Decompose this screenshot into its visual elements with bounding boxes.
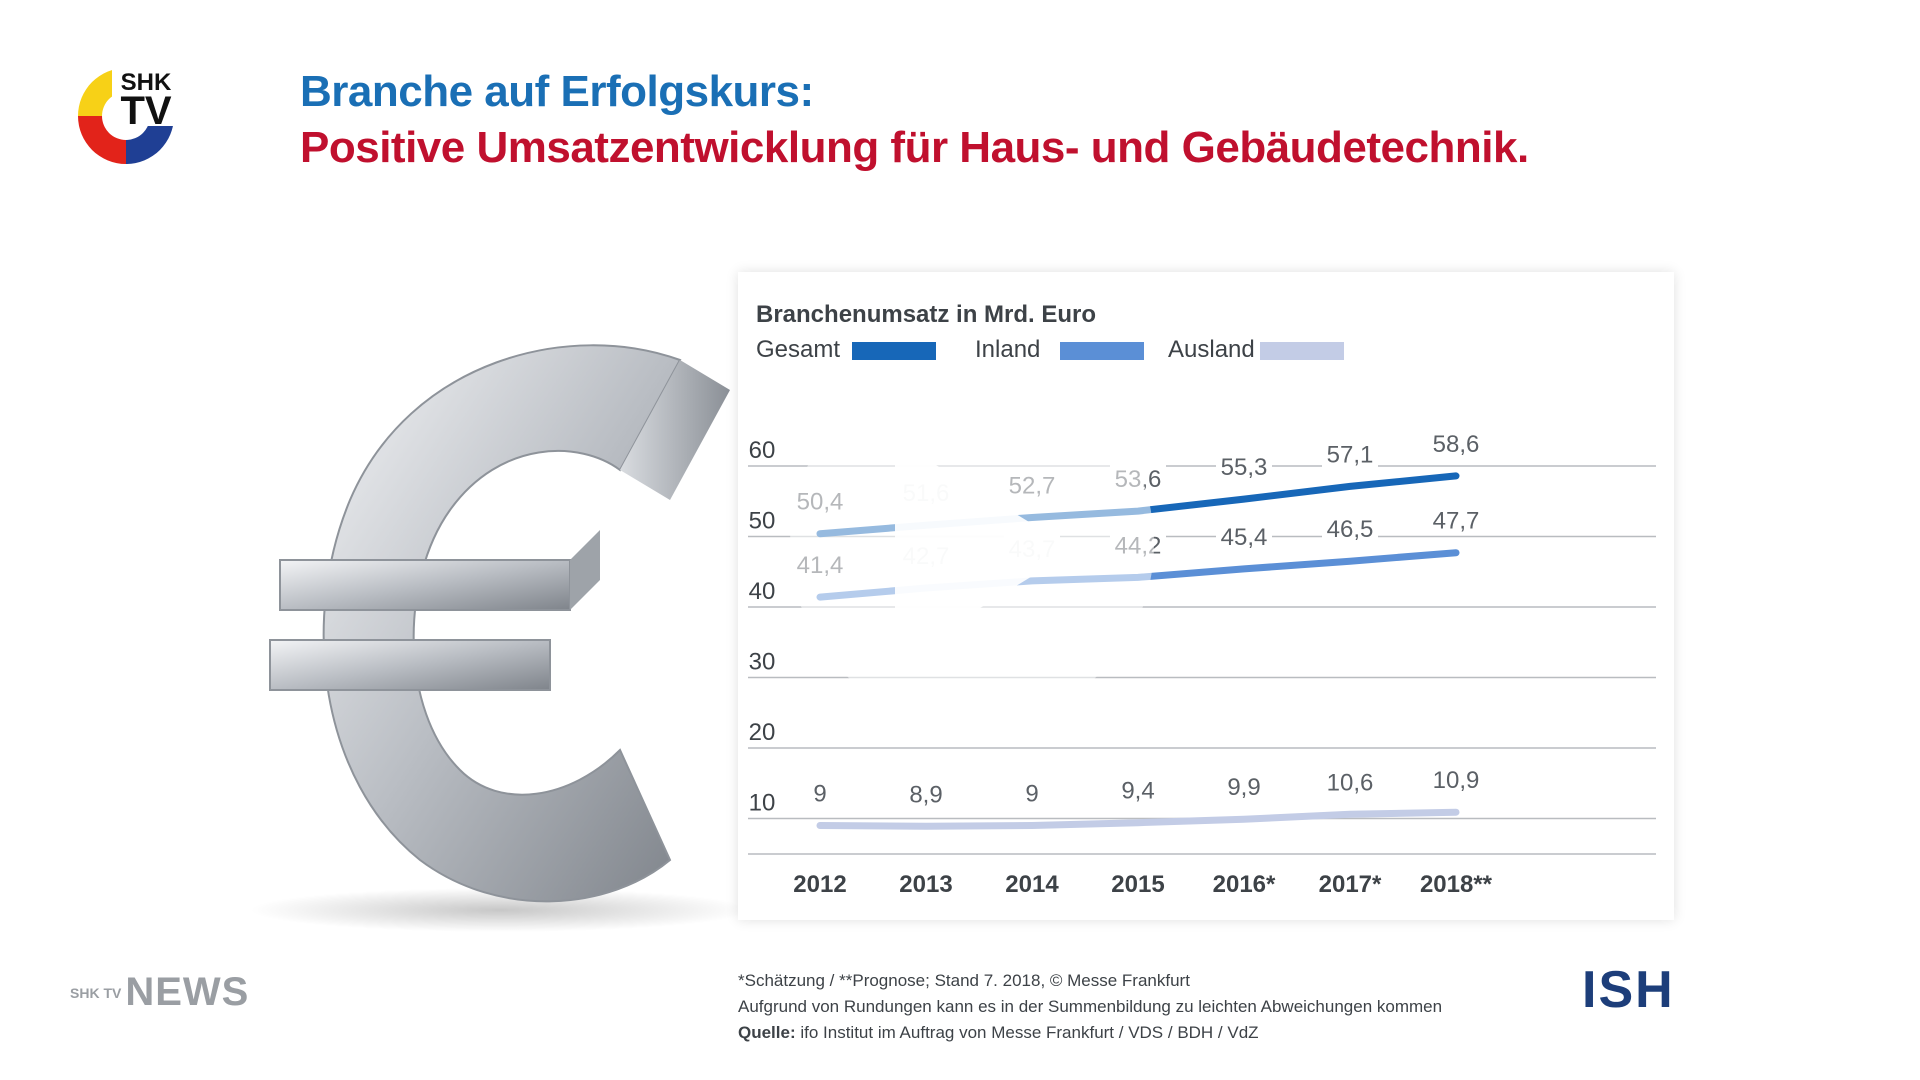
data-label-ausland-4: 9,9 — [1227, 774, 1260, 801]
data-label-gesamt-4: 55,3 — [1221, 454, 1268, 481]
data-label-bg-ausland-4 — [1216, 769, 1272, 802]
logo-text-shk: SHK — [121, 69, 172, 96]
x-tick-4: 2016* — [1213, 871, 1276, 898]
page-subtitle: Positive Umsatzentwicklung für Haus- und… — [300, 123, 1529, 172]
data-label-bg-ausland-0 — [792, 775, 848, 808]
chart-footnote: *Schätzung / **Prognose; Stand 7. 2018, … — [738, 968, 1442, 1046]
data-label-ausland-5: 10,6 — [1327, 769, 1374, 796]
data-label-bg-inland-5 — [1322, 511, 1378, 544]
data-label-bg-gesamt-4 — [1216, 449, 1272, 482]
y-tick-40: 40 — [749, 578, 776, 605]
x-tick-5: 2017* — [1319, 871, 1382, 898]
data-label-bg-ausland-5 — [1322, 764, 1378, 797]
x-tick-1: 2013 — [899, 871, 952, 898]
shk-tv-logo: SHK TV — [78, 64, 180, 164]
legend-label-gesamt: Gesamt — [756, 336, 840, 363]
chart-card: Branchenumsatz in Mrd. Euro Gesamt Inlan… — [738, 272, 1674, 920]
footnote-source: Quelle: ifo Institut im Auftrag von Mess… — [738, 1020, 1442, 1046]
footnote-line2: Aufgrund von Rundungen kann es in der Su… — [738, 997, 1443, 1016]
data-label-ausland-2: 9 — [1025, 781, 1038, 808]
source-text: ifo Institut im Auftrag von Messe Frankf… — [795, 1023, 1259, 1042]
data-label-inland-6: 47,7 — [1433, 508, 1480, 535]
y-tick-10: 10 — [749, 790, 776, 817]
data-label-bg-ausland-6 — [1428, 762, 1484, 795]
data-label-bg-ausland-2 — [1004, 775, 1060, 808]
data-label-ausland-0: 9 — [813, 781, 826, 808]
data-label-inland-4: 45,4 — [1221, 524, 1268, 551]
legend-label-ausland: Ausland — [1168, 336, 1255, 363]
legend-swatch-ausland — [1260, 342, 1344, 360]
page-title: Branche auf Erfolgskurs: — [300, 67, 814, 116]
logo-text-tv: TV — [120, 89, 171, 133]
source-label: Quelle: — [738, 1023, 796, 1042]
data-label-ausland-6: 10,9 — [1433, 767, 1480, 794]
shk-tv-news-logo: SHK TV NEWS — [70, 970, 249, 1015]
title-block: Branche auf Erfolgskurs: Positive Umsatz… — [300, 66, 1529, 178]
chart-title: Branchenumsatz in Mrd. Euro — [756, 301, 1096, 328]
footnote-line1: *Schätzung / **Prognose; Stand 7. 2018, … — [738, 971, 1190, 990]
data-label-ausland-3: 9,4 — [1121, 778, 1154, 805]
y-tick-30: 30 — [749, 649, 776, 676]
data-label-bg-ausland-1 — [898, 776, 954, 809]
data-label-inland-5: 46,5 — [1327, 516, 1374, 543]
legend-swatch-inland — [1060, 342, 1144, 360]
play-icon[interactable] — [895, 440, 1075, 660]
news-logo-small-text: SHK TV — [70, 984, 122, 1001]
data-label-bg-ausland-3 — [1110, 772, 1166, 805]
ish-logo: ISH — [1582, 961, 1675, 1019]
data-label-bg-gesamt-5 — [1322, 436, 1378, 469]
x-tick-0: 2012 — [793, 871, 846, 898]
data-label-gesamt-5: 57,1 — [1327, 441, 1374, 468]
x-tick-3: 2015 — [1111, 871, 1164, 898]
legend-label-inland: Inland — [975, 336, 1040, 363]
y-tick-60: 60 — [749, 437, 776, 464]
x-tick-2: 2014 — [1005, 871, 1059, 898]
series-line-ausland — [816, 808, 1460, 830]
data-label-gesamt-6: 58,6 — [1433, 431, 1480, 458]
y-tick-50: 50 — [749, 508, 776, 535]
news-logo-word: NEWS — [125, 970, 250, 1014]
data-label-bg-inland-4 — [1216, 518, 1272, 551]
x-tick-6: 2018** — [1420, 871, 1493, 898]
euro-symbol-image — [250, 344, 750, 932]
y-tick-20: 20 — [749, 719, 776, 746]
data-label-bg-gesamt-6 — [1428, 425, 1484, 458]
data-label-ausland-1: 8,9 — [909, 781, 942, 808]
legend-swatch-gesamt — [852, 342, 936, 360]
news-logo-small: SHK TV — [70, 986, 121, 1000]
data-label-bg-inland-6 — [1428, 502, 1484, 535]
